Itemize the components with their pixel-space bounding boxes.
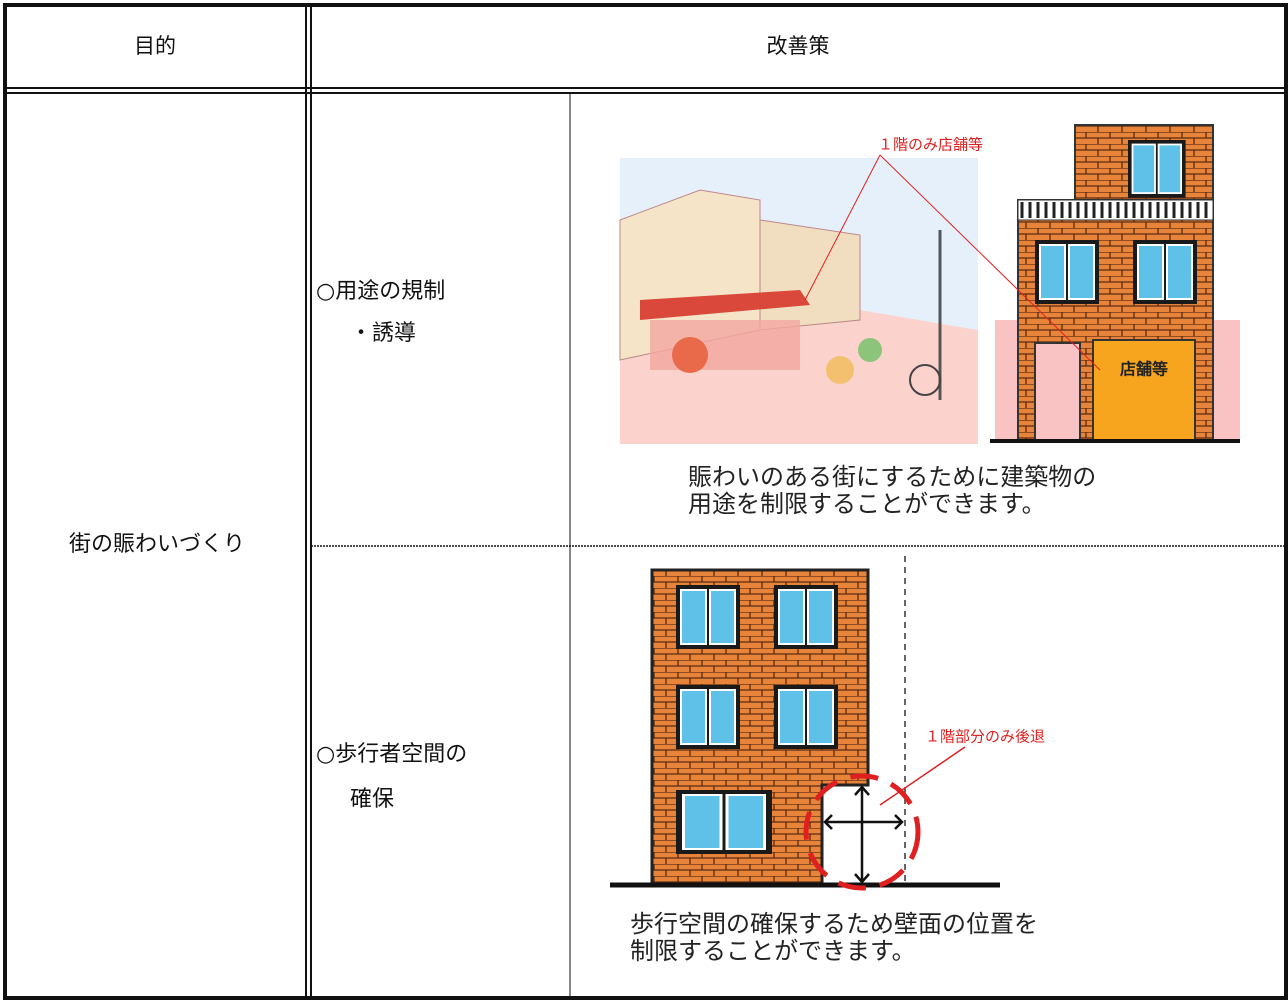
table-frame bbox=[3, 3, 1288, 1000]
header-cell: 目的 bbox=[134, 34, 176, 58]
figure-label: １階部分のみ後退 bbox=[925, 728, 1045, 746]
figure-caption: 用途を制限することができます。 bbox=[688, 490, 1046, 518]
shop-sign: 店舗等 bbox=[1120, 360, 1168, 379]
street-illustration bbox=[619, 158, 978, 444]
figure-caption: 歩行空間の確保するため壁面の位置を bbox=[630, 910, 1038, 938]
shop-building-illustration bbox=[804, 124, 1240, 443]
figure-caption: 制限することができます。 bbox=[630, 937, 916, 965]
measure-title: ○用途の規制 bbox=[316, 279, 445, 304]
measure-sub: ・誘導 bbox=[350, 321, 416, 346]
purpose-cell: 街の賑わいづくり bbox=[69, 532, 245, 557]
figure-caption: 賑わいのある街にするために建築物の bbox=[688, 463, 1096, 491]
setback-building-illustration bbox=[610, 556, 1000, 891]
header-cell: 改善策 bbox=[767, 34, 830, 58]
measure-sub: 確保 bbox=[350, 787, 394, 812]
figure-label: １階のみ店舗等 bbox=[878, 136, 983, 154]
measure-title: ○歩行者空間の bbox=[316, 742, 467, 767]
